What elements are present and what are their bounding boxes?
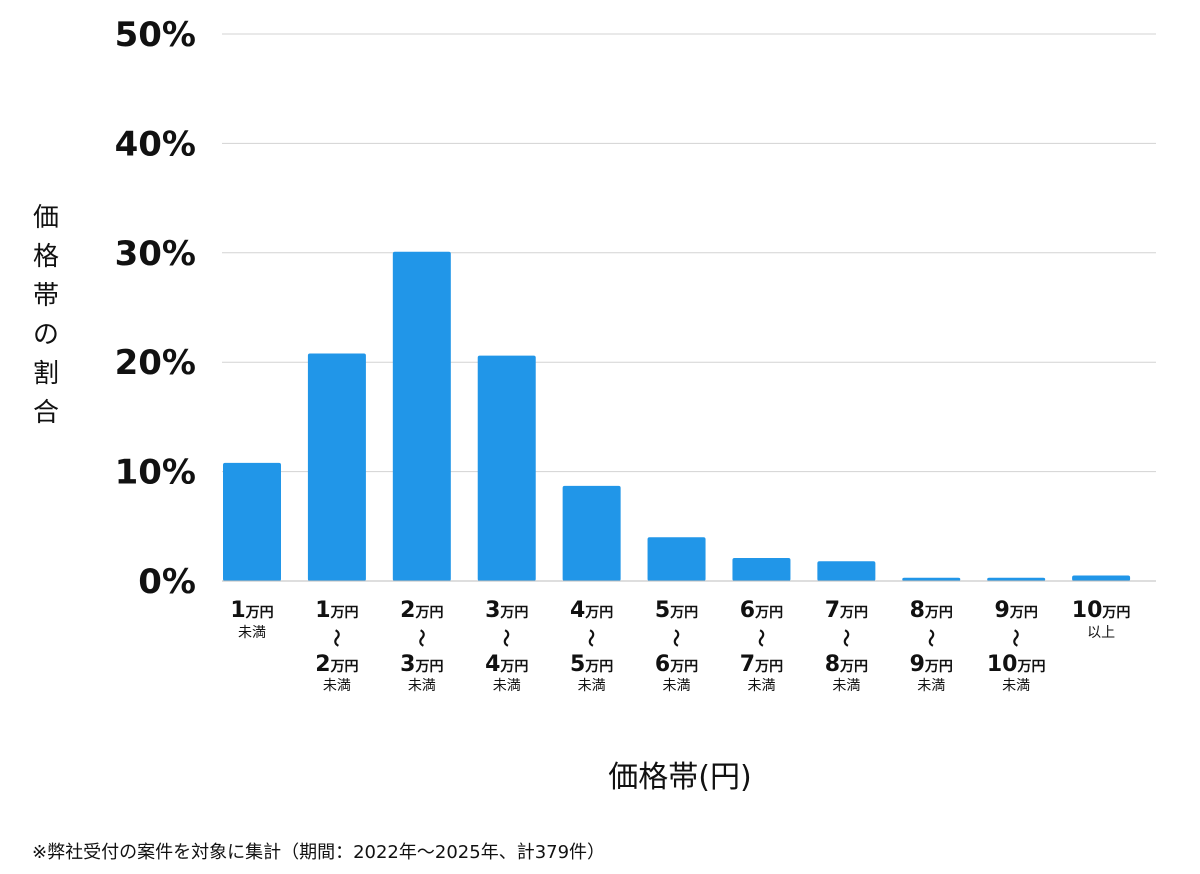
x-tick-suffix: 未満 [408,678,436,694]
y-tick-label: 40% [115,124,196,164]
bar [223,462,281,581]
bar [817,561,876,581]
x-tick-suffix: 未満 [323,678,351,694]
x-tick-range-separator: 〜 [1004,629,1025,647]
bars [223,251,1131,581]
bar [562,485,621,581]
y-axis-title-char: 合 [33,398,59,428]
x-tick-price: 9万円 [910,652,953,677]
footnote: ※弊社受付の案件を対象に集計（期間：2022年〜2025年、計379件） [32,842,605,863]
x-tick-range-separator: 〜 [495,629,516,647]
y-tick-label: 50% [115,15,196,55]
x-axis-ticks: 1万円未満1万円〜2万円未満2万円〜3万円未満3万円〜4万円未満4万円〜5万円未… [230,598,1130,694]
x-tick-price: 4万円 [485,652,528,677]
bar [647,537,706,581]
x-tick-price: 3万円 [400,652,443,677]
x-tick-price: 10万円 [987,652,1046,677]
x-tick-suffix: 未満 [663,678,691,694]
x-tick-price: 5万円 [655,598,698,623]
x-tick-range-separator: 〜 [919,629,940,647]
grid-lines [222,33,1156,473]
y-axis-title-char: 割 [33,359,59,389]
x-tick-suffix: 未満 [493,678,521,694]
x-tick-range-separator: 〜 [749,629,770,647]
y-tick-label: 0% [138,562,196,602]
bar [902,577,961,581]
x-tick-price: 7万円 [825,598,868,623]
x-tick-price: 4万円 [570,598,613,623]
bar [1072,575,1131,581]
y-axis-title-char: の [33,320,59,350]
x-tick-price: 8万円 [910,598,953,623]
x-tick-price: 10万円 [1072,598,1131,623]
x-tick-range-separator: 〜 [665,629,686,647]
x-tick-price: 2万円 [315,652,358,677]
y-axis-title-char: 価 [33,203,59,233]
x-axis-title: 価格帯(円) [608,760,751,795]
y-tick-label: 30% [115,234,196,274]
x-tick-suffix: 未満 [578,678,606,694]
bar [477,355,536,581]
x-tick-price: 5万円 [570,652,613,677]
x-tick-range-separator: 〜 [325,629,346,647]
x-tick-price: 6万円 [740,598,783,623]
x-tick-price: 3万円 [485,598,528,623]
x-tick-suffix: 未満 [747,678,775,694]
x-tick-price: 7万円 [740,652,783,677]
x-tick-price: 6万円 [655,652,698,677]
x-tick-suffix: 未満 [238,625,266,641]
x-tick-suffix: 以上 [1087,625,1115,641]
y-tick-label: 10% [115,453,196,493]
x-tick-price: 8万円 [825,652,868,677]
x-tick-suffix: 未満 [1002,678,1030,694]
x-tick-range-separator: 〜 [410,629,431,647]
x-tick-range-separator: 〜 [834,629,855,647]
y-axis-ticks: 0% 10% 20% 30% 40% 50% [115,15,196,602]
x-tick-suffix: 未満 [917,678,945,694]
x-tick-range-separator: 〜 [580,629,601,647]
bar [392,251,451,581]
bar [732,558,791,581]
x-tick-price: 1万円 [230,598,273,623]
x-tick-price: 2万円 [400,598,443,623]
bar [987,577,1046,581]
y-axis-title-char: 帯 [33,281,59,311]
y-axis-title-char: 格 [33,242,59,272]
y-tick-label: 20% [115,343,196,383]
x-tick-suffix: 未満 [832,678,860,694]
bar [307,353,366,581]
x-tick-price: 9万円 [995,598,1038,623]
x-tick-price: 1万円 [315,598,358,623]
